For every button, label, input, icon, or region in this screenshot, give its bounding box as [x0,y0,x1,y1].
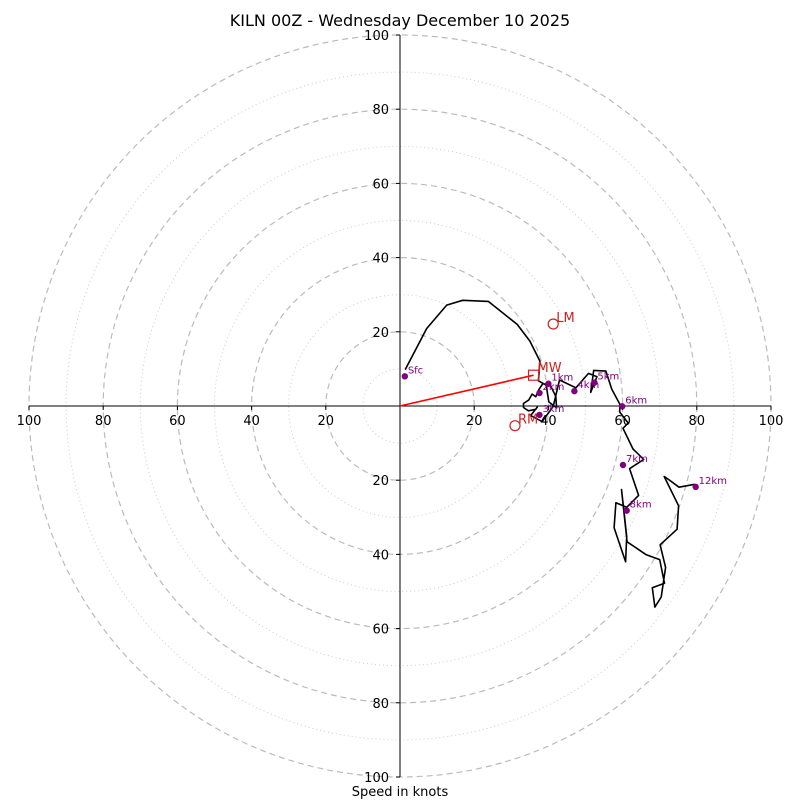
height-marker-5km [591,379,598,386]
height-marker-6km [619,403,626,410]
height-marker-7km [619,461,627,469]
x-tick-label: 60 [169,414,186,429]
x-tick-label: 80 [95,414,112,429]
height-marker-label: 5km [597,372,619,383]
left-mover-label: LM [556,311,574,326]
x-tick-label: 100 [759,414,784,429]
y-tick-label: 40 [372,548,389,563]
x-tick-label: 20 [318,414,335,429]
y-tick-label: 60 [372,623,389,638]
height-marker-label: Sfc [408,365,423,376]
left-mover-marker [547,318,559,330]
y-tick-label: 100 [364,29,389,44]
storm-motion: MW LM RM [399,311,575,432]
height-marker-label: 3km [542,404,564,415]
height-marker-8km [623,507,630,514]
chart-title: KILN 00Z - Wednesday December 10 2025 [230,11,570,30]
x-tick-label: 20 [466,414,483,429]
height-marker-label: 7km [626,454,648,465]
y-tick-label: 40 [372,252,389,267]
height-marker-Sfc [401,373,409,380]
x-tick-label: 40 [243,414,260,429]
height-marker-label: 8km [630,500,652,511]
height-marker-4km [571,387,578,395]
y-tick-label: 100 [364,771,389,786]
height-marker-label: 2km [542,382,564,393]
x-tick-label: 100 [17,414,42,429]
right-mover-marker [509,420,521,432]
x-axis-label: Speed in knots [352,785,449,800]
y-tick-label: 20 [372,326,389,341]
y-tick-label: 80 [372,697,389,712]
height-marker-12km [692,483,699,491]
height-marker-2km [536,389,543,397]
height-marker-1km [545,380,552,387]
mean-wind-vector [399,374,534,407]
height-marker-label: 1km [551,373,573,384]
y-tick-label: 60 [372,177,389,192]
hodograph-line [404,299,695,608]
x-tick-label: 80 [689,414,706,429]
mean-wind-label: MW [538,361,562,376]
height-marker-label: 12km [699,476,727,487]
y-tick-label: 20 [372,474,389,489]
hodograph-trace [404,299,695,608]
y-tick-label: 80 [372,103,389,118]
tick-labels: 100 80 60 40 20 20 40 60 80 100100806040202040608… [17,29,784,786]
right-mover-label: RM [518,413,538,428]
height-marker-3km [536,411,543,419]
height-marker-label: 6km [625,395,647,406]
height-marker-label: 4km [577,380,599,391]
mean-wind-marker [527,369,540,381]
